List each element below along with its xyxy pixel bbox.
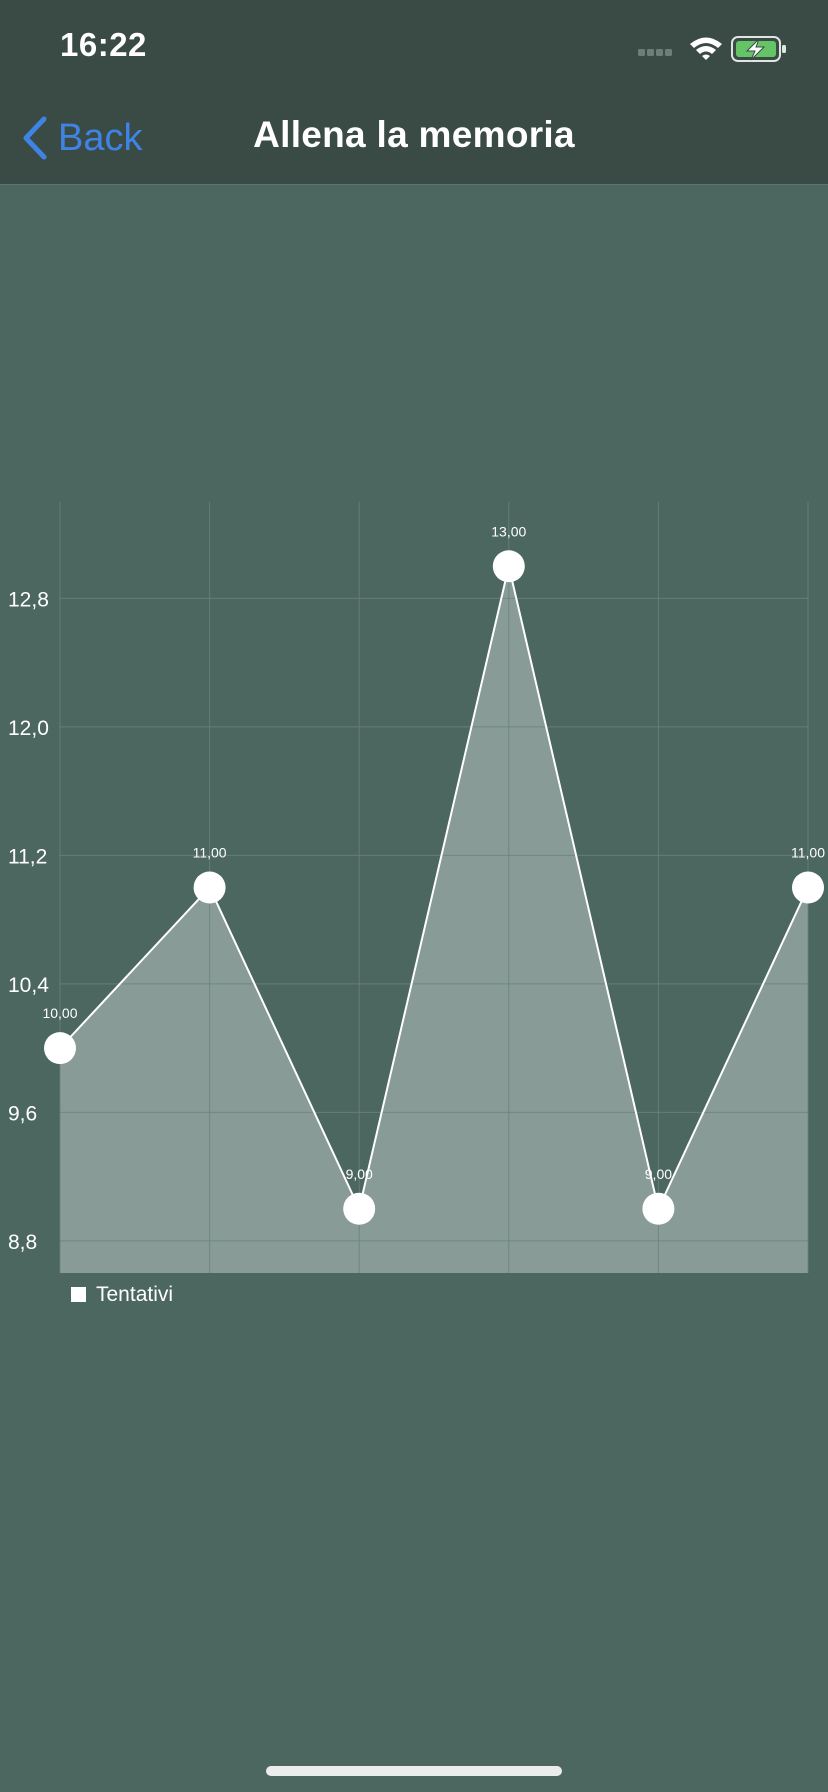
y-tick-label: 8,8 xyxy=(8,1231,37,1254)
area-fill xyxy=(60,566,808,1273)
data-point xyxy=(642,1192,675,1225)
data-point xyxy=(193,871,226,904)
line-chart: 8,8 9,6 10,4 11,2 12,0 12,8 10,00 11,00 9,00 13,0… xyxy=(8,502,825,1306)
legend-swatch xyxy=(71,1287,86,1302)
data-label: 10,00 xyxy=(42,1005,77,1021)
y-tick-label: 12,0 xyxy=(8,717,49,740)
legend-label: Tentativi xyxy=(96,1283,173,1306)
y-tick-label: 12,8 xyxy=(8,588,49,611)
data-label: 11,00 xyxy=(193,845,227,861)
data-point xyxy=(44,1032,76,1065)
y-tick-label: 11,2 xyxy=(8,845,47,868)
data-point xyxy=(343,1192,376,1225)
chart-area: 8,8 9,6 10,4 11,2 12,0 12,8 10,00 11,00 9,00 13,0… xyxy=(0,480,828,1310)
navigation-bar: Back Allena la memoria xyxy=(0,92,828,185)
wifi-icon xyxy=(690,37,722,60)
data-point xyxy=(792,871,824,904)
home-indicator[interactable] xyxy=(266,1766,562,1776)
data-label: 9,00 xyxy=(346,1166,373,1182)
data-label: 11,00 xyxy=(791,845,825,861)
chevron-left-icon xyxy=(23,116,47,160)
battery-charging-icon xyxy=(731,36,786,62)
data-label: 9,00 xyxy=(645,1166,672,1182)
status-icons xyxy=(638,36,786,62)
y-tick-label: 9,6 xyxy=(8,1102,37,1125)
back-button[interactable]: Back xyxy=(22,110,142,166)
status-bar: 16:22 xyxy=(0,0,828,92)
data-point xyxy=(492,550,525,583)
page-title: Allena la memoria xyxy=(253,114,575,155)
series-line xyxy=(59,566,809,1212)
back-label: Back xyxy=(58,116,143,159)
y-tick-label: 10,4 xyxy=(8,974,49,997)
signal-icon xyxy=(638,49,672,56)
data-label: 13,00 xyxy=(491,523,526,539)
status-time: 16:22 xyxy=(60,26,147,63)
